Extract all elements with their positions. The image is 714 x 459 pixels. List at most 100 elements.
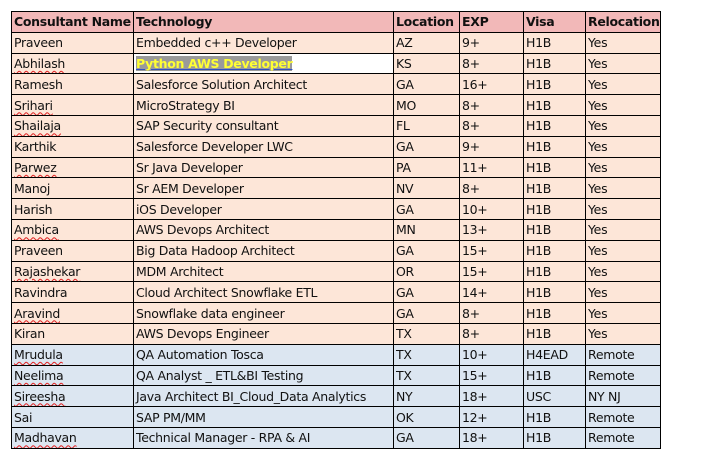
header-consultant-name[interactable]: Consultant Name bbox=[11, 11, 134, 33]
relocation-cell[interactable]: Yes bbox=[585, 114, 661, 137]
exp-cell[interactable]: 9+ bbox=[459, 31, 524, 54]
visa-cell[interactable]: H1B bbox=[523, 239, 586, 262]
visa-cell[interactable]: H1B bbox=[523, 218, 586, 241]
name-cell[interactable]: Manoj bbox=[11, 177, 134, 200]
exp-cell[interactable]: 18+ bbox=[459, 385, 524, 408]
header-technology[interactable]: Technology bbox=[133, 11, 394, 33]
technology-cell[interactable]: Technical Manager - RPA & AI bbox=[133, 426, 394, 449]
location-cell[interactable]: TX bbox=[393, 343, 460, 366]
technology-cell[interactable]: MicroStrategy BI bbox=[133, 94, 394, 116]
exp-cell[interactable]: 16+ bbox=[459, 73, 524, 96]
location-cell[interactable]: GA bbox=[393, 302, 460, 324]
visa-cell[interactable]: USC bbox=[523, 385, 586, 408]
header-relocation[interactable]: Relocation bbox=[585, 11, 661, 33]
name-cell[interactable]: Abhilash bbox=[11, 52, 134, 75]
name-cell[interactable]: Sai bbox=[11, 406, 134, 428]
location-cell[interactable]: GA bbox=[393, 281, 460, 304]
exp-cell[interactable]: 15+ bbox=[459, 364, 524, 387]
relocation-cell[interactable]: Yes bbox=[585, 52, 661, 75]
relocation-cell[interactable]: Yes bbox=[585, 198, 661, 220]
location-cell[interactable]: GA bbox=[393, 135, 460, 158]
relocation-cell[interactable]: Yes bbox=[585, 260, 661, 283]
name-cell[interactable]: Srihari bbox=[11, 94, 134, 116]
visa-cell[interactable]: H1B bbox=[523, 52, 586, 75]
location-cell[interactable]: NV bbox=[393, 177, 460, 200]
relocation-cell[interactable]: Remote bbox=[585, 364, 661, 387]
location-cell[interactable]: AZ bbox=[393, 31, 460, 54]
header-exp[interactable]: EXP bbox=[459, 11, 524, 33]
relocation-cell[interactable]: NY NJ bbox=[585, 385, 661, 408]
location-cell[interactable]: GA bbox=[393, 426, 460, 449]
exp-cell[interactable]: 14+ bbox=[459, 281, 524, 304]
location-cell[interactable]: NY bbox=[393, 385, 460, 408]
location-cell[interactable]: OK bbox=[393, 406, 460, 428]
visa-cell[interactable]: H1B bbox=[523, 177, 586, 200]
location-cell[interactable]: MO bbox=[393, 94, 460, 116]
location-cell[interactable]: GA bbox=[393, 198, 460, 220]
location-cell[interactable]: GA bbox=[393, 73, 460, 96]
visa-cell[interactable]: H1B bbox=[523, 426, 586, 449]
name-cell[interactable]: Rajashekar bbox=[11, 260, 134, 283]
location-cell[interactable]: TX bbox=[393, 322, 460, 345]
location-cell[interactable]: MN bbox=[393, 218, 460, 241]
name-cell[interactable]: Harish bbox=[11, 198, 134, 220]
exp-cell[interactable]: 11+ bbox=[459, 156, 524, 179]
location-cell[interactable]: FL bbox=[393, 114, 460, 137]
visa-cell[interactable]: H1B bbox=[523, 114, 586, 137]
exp-cell[interactable]: 15+ bbox=[459, 239, 524, 262]
name-cell[interactable]: Parwez bbox=[11, 156, 134, 179]
exp-cell[interactable]: 10+ bbox=[459, 343, 524, 366]
name-cell[interactable]: Neelima bbox=[11, 364, 134, 387]
name-cell[interactable]: Karthik bbox=[11, 135, 134, 158]
exp-cell[interactable]: 12+ bbox=[459, 406, 524, 428]
technology-cell[interactable]: Cloud Architect Snowflake ETL bbox=[133, 281, 394, 304]
technology-cell[interactable]: QA Automation Tosca bbox=[133, 343, 394, 366]
exp-cell[interactable]: 10+ bbox=[459, 198, 524, 220]
exp-cell[interactable]: 8+ bbox=[459, 322, 524, 345]
visa-cell[interactable]: H1B bbox=[523, 198, 586, 220]
location-cell[interactable]: PA bbox=[393, 156, 460, 179]
header-visa[interactable]: Visa bbox=[523, 11, 586, 33]
relocation-cell[interactable]: Remote bbox=[585, 406, 661, 428]
technology-cell[interactable]: Salesforce Developer LWC bbox=[133, 135, 394, 158]
visa-cell[interactable]: H1B bbox=[523, 364, 586, 387]
relocation-cell[interactable]: Yes bbox=[585, 322, 661, 345]
relocation-cell[interactable]: Yes bbox=[585, 302, 661, 324]
location-cell[interactable]: OR bbox=[393, 260, 460, 283]
name-cell[interactable]: Madhavan bbox=[11, 426, 134, 449]
name-cell[interactable]: Praveen bbox=[11, 239, 134, 262]
technology-cell[interactable]: Java Architect BI_Cloud_Data Analytics bbox=[133, 385, 394, 408]
relocation-cell[interactable]: Remote bbox=[585, 426, 661, 449]
technology-cell[interactable]: Sr AEM Developer bbox=[133, 177, 394, 200]
exp-cell[interactable]: 13+ bbox=[459, 218, 524, 241]
relocation-cell[interactable]: Yes bbox=[585, 239, 661, 262]
relocation-cell[interactable]: Yes bbox=[585, 281, 661, 304]
technology-cell[interactable]: Sr Java Developer bbox=[133, 156, 394, 179]
exp-cell[interactable]: 8+ bbox=[459, 302, 524, 324]
technology-cell[interactable]: iOS Developer bbox=[133, 198, 394, 220]
relocation-cell[interactable]: Yes bbox=[585, 94, 661, 116]
exp-cell[interactable]: 8+ bbox=[459, 52, 524, 75]
name-cell[interactable]: Ambica bbox=[11, 218, 134, 241]
exp-cell[interactable]: 15+ bbox=[459, 260, 524, 283]
name-cell[interactable]: Ramesh bbox=[11, 73, 134, 96]
exp-cell[interactable]: 8+ bbox=[459, 177, 524, 200]
relocation-cell[interactable]: Yes bbox=[585, 31, 661, 54]
technology-cell[interactable]: Snowflake data engineer bbox=[133, 302, 394, 324]
visa-cell[interactable]: H1B bbox=[523, 302, 586, 324]
technology-cell[interactable]: AWS Devops Architect bbox=[133, 218, 394, 241]
name-cell[interactable]: Sireesha bbox=[11, 385, 134, 408]
technology-cell[interactable]: Salesforce Solution Architect bbox=[133, 73, 394, 96]
name-cell[interactable]: Kiran bbox=[11, 322, 134, 345]
location-cell[interactable]: KS bbox=[393, 52, 460, 75]
header-location[interactable]: Location bbox=[393, 11, 460, 33]
exp-cell[interactable]: 8+ bbox=[459, 94, 524, 116]
exp-cell[interactable]: 18+ bbox=[459, 426, 524, 449]
visa-cell[interactable]: H1B bbox=[523, 31, 586, 54]
visa-cell[interactable]: H1B bbox=[523, 156, 586, 179]
visa-cell[interactable]: H1B bbox=[523, 260, 586, 283]
location-cell[interactable]: GA bbox=[393, 239, 460, 262]
technology-cell[interactable]: Big Data Hadoop Architect bbox=[133, 239, 394, 262]
name-cell[interactable]: Shailaja bbox=[11, 114, 134, 137]
relocation-cell[interactable]: Yes bbox=[585, 73, 661, 96]
